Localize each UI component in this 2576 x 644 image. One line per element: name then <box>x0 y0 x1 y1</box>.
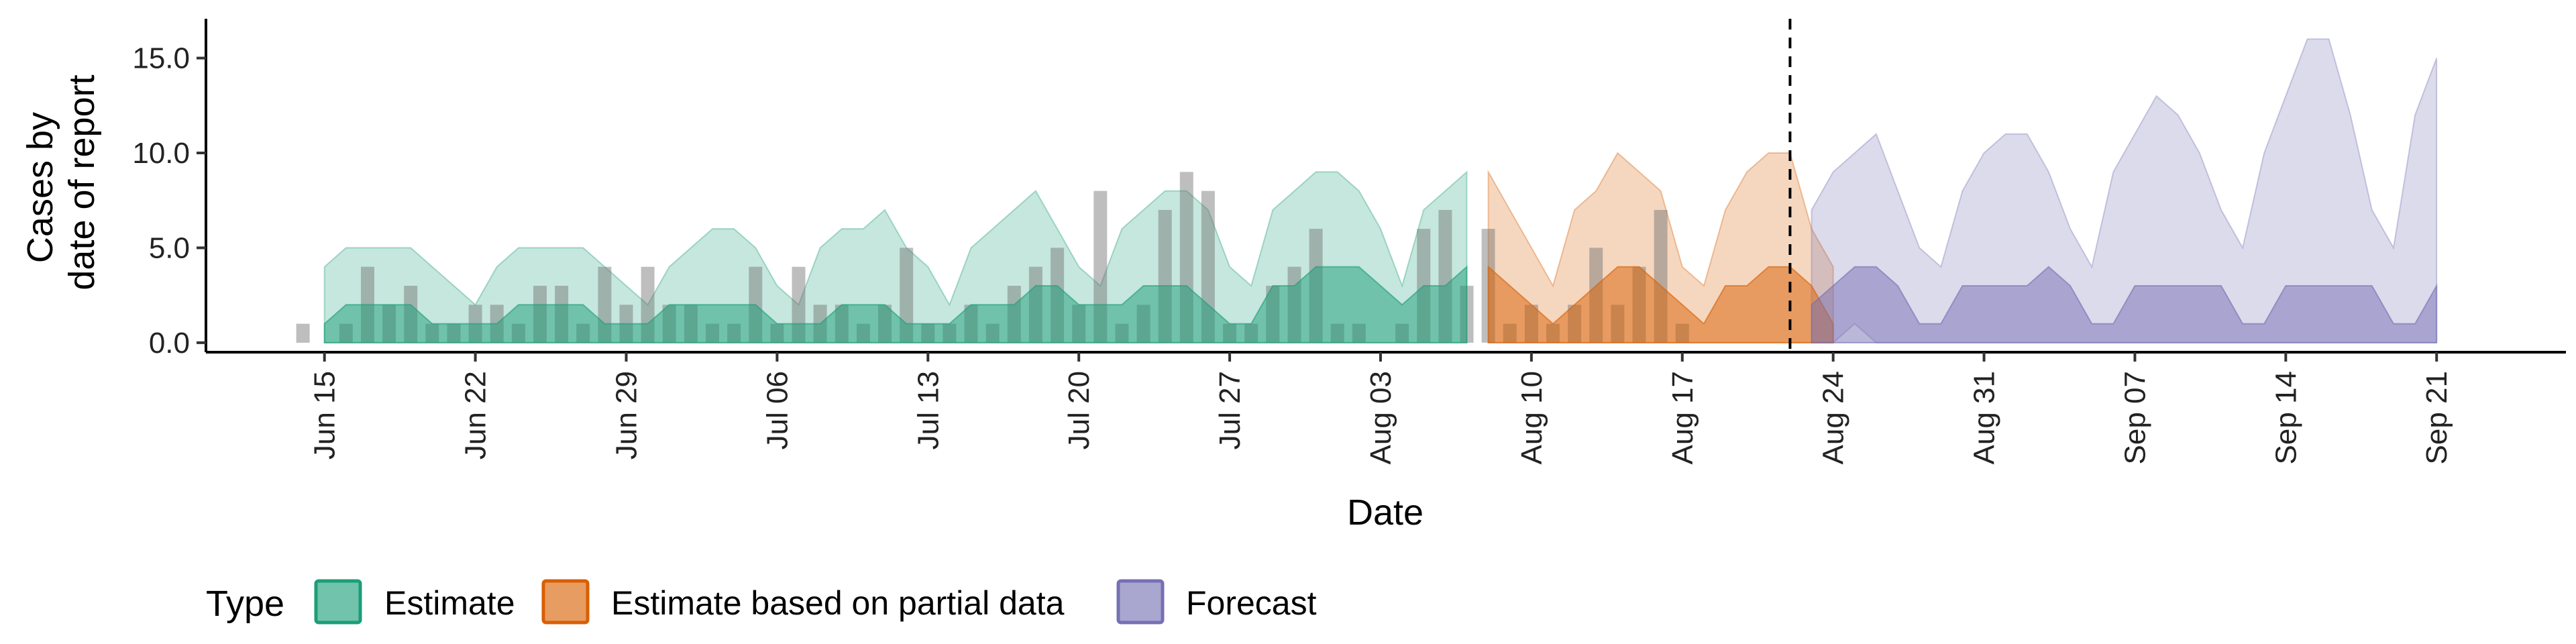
x-tick-label: Aug 10 <box>1515 371 1548 464</box>
axes: 0.0 5.0 10.0 15.0 Jun 15 Jun 22 Jun 29 Jul 06 Ju… <box>132 19 2566 464</box>
x-tick-label: Sep 21 <box>2420 371 2453 464</box>
legend-item-forecast: Forecast <box>1116 579 1317 625</box>
x-tick-label: Jul 13 <box>912 371 945 449</box>
case-bar <box>900 248 914 343</box>
x-tick-label: Sep 14 <box>2269 371 2302 464</box>
legend-item-partial: Estimate based on partial data <box>541 579 1065 625</box>
legend: Type Estimate Estimate based on partial … <box>206 579 1317 625</box>
y-tick-label: 15.0 <box>132 42 190 75</box>
legend-key-estimate <box>314 579 362 625</box>
x-tick-label: Jul 06 <box>761 371 794 449</box>
x-axis-title: Date <box>1347 492 1424 533</box>
legend-label-estimate: Estimate <box>384 584 515 622</box>
legend-title: Type <box>206 584 284 624</box>
x-tick-label: Aug 31 <box>1968 371 2001 464</box>
ribbon-inner-forecast <box>1811 266 2438 343</box>
legend-key-forecast <box>1116 579 1165 625</box>
y-tick-label: 10.0 <box>132 137 190 170</box>
case-bar <box>296 323 310 343</box>
x-tick-label: Jun 15 <box>309 371 341 460</box>
plot-area <box>296 19 2438 352</box>
y-tick-label: 5.0 <box>149 231 190 264</box>
legend-label-forecast: Forecast <box>1186 584 1317 622</box>
x-tick-label: Jul 20 <box>1063 371 1095 449</box>
legend-item-estimate: Estimate <box>314 579 515 625</box>
ribbon-inner-estimate <box>323 265 1468 343</box>
x-tick-label: Aug 24 <box>1817 371 1850 464</box>
x-tick-label: Aug 17 <box>1666 371 1699 464</box>
x-tick-label: Jun 29 <box>610 371 643 460</box>
y-axis-title-line-2: date of report <box>62 74 102 290</box>
y-tick-label: 0.0 <box>149 327 190 360</box>
legend-key-partial <box>541 579 590 625</box>
y-axis-title: Cases by date of report <box>20 74 102 290</box>
x-tick-label: Jun 22 <box>460 371 492 460</box>
x-tick-label: Aug 03 <box>1364 371 1397 464</box>
y-axis-title-line-1: Cases by <box>20 112 60 263</box>
x-tick-label: Sep 07 <box>2118 371 2151 464</box>
legend-label-partial: Estimate based on partial data <box>611 584 1065 622</box>
x-tick-label: Jul 27 <box>1214 371 1246 449</box>
